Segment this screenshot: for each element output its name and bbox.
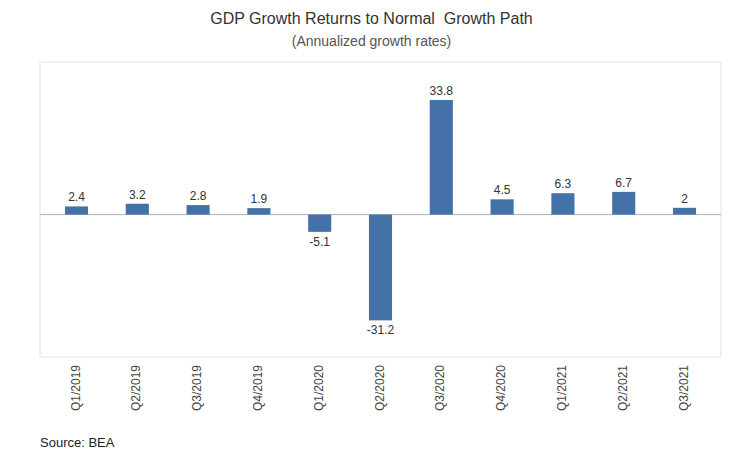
- data-label: 2.4: [68, 190, 85, 204]
- data-label: 4.5: [494, 183, 511, 197]
- data-label: -5.1: [309, 235, 330, 249]
- bar: [65, 206, 88, 214]
- bar: [126, 204, 149, 215]
- data-labels: 2.4 3.2 2.8 1.9 -5.1 -31.2 33.8 4.5 6.3 6.7 2: [68, 84, 688, 337]
- bar: [430, 100, 453, 215]
- data-label: 6.3: [555, 177, 572, 191]
- source-note: Source: BEA: [40, 435, 115, 450]
- chart: GDP Growth Returns to Normal Growth Path…: [0, 0, 743, 457]
- x-axis: Q1/2019 Q2/2019 Q3/2019 Q4/2019 Q1/2020 Q2/20…: [69, 365, 691, 411]
- bar: [491, 199, 514, 214]
- bar: [187, 205, 210, 214]
- data-label: 2: [681, 192, 688, 206]
- bar: [247, 208, 270, 214]
- x-tick-label: Q3/2019: [190, 365, 204, 411]
- x-tick-label: Q1/2019: [69, 365, 83, 411]
- data-label: -31.2: [367, 323, 395, 337]
- bar: [308, 215, 331, 232]
- bars: [40, 100, 721, 320]
- x-tick-label: Q3/2020: [433, 365, 447, 411]
- data-label: 1.9: [251, 192, 268, 206]
- x-tick-label: Q2/2019: [129, 365, 143, 411]
- bar: [551, 193, 574, 214]
- data-label: 33.8: [430, 84, 454, 98]
- x-tick-label: Q4/2019: [251, 365, 265, 411]
- x-tick-label: Q1/2021: [555, 365, 569, 411]
- data-label: 6.7: [615, 176, 632, 190]
- x-tick-label: Q2/2021: [616, 365, 630, 411]
- data-label: 3.2: [129, 188, 146, 202]
- data-label: 2.8: [190, 189, 207, 203]
- bar: [673, 208, 696, 215]
- bar: [612, 192, 635, 215]
- bar: [369, 215, 392, 321]
- x-tick-label: Q2/2020: [373, 365, 387, 411]
- x-tick-label: Q1/2020: [312, 365, 326, 411]
- subtitle: (Annualized growth rates): [292, 33, 452, 49]
- x-tick-label: Q4/2020: [494, 365, 508, 411]
- x-tick-label: Q3/2021: [677, 365, 691, 411]
- plot-frame: [40, 62, 721, 357]
- title: GDP Growth Returns to Normal Growth Path: [210, 10, 532, 27]
